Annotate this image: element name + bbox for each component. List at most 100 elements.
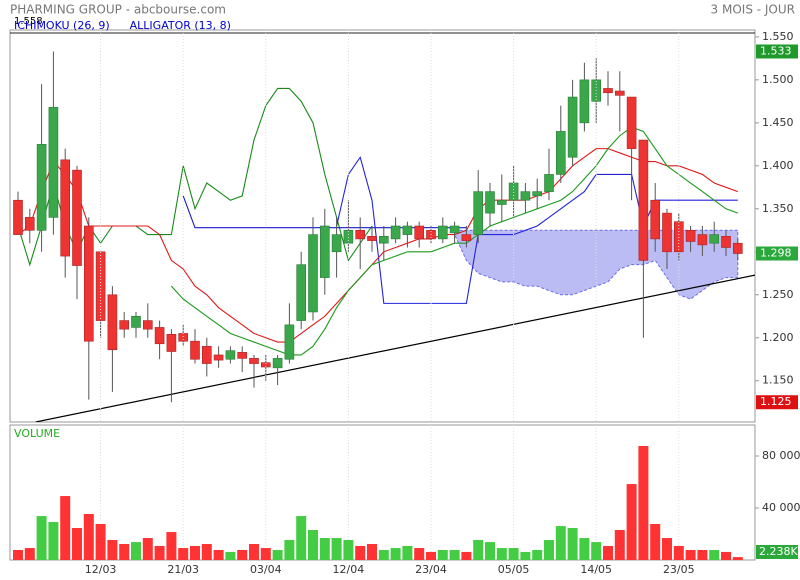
volume-bar (48, 522, 59, 560)
volume-bar (673, 545, 684, 560)
indicator-line (336, 155, 738, 304)
volume-bar (732, 557, 743, 560)
candle-body (603, 88, 613, 94)
volume-bar (355, 545, 366, 560)
volume-bar (662, 538, 672, 560)
y-tick-label: 1.200 (762, 331, 794, 344)
volume-bar (60, 496, 71, 560)
volume-bar (237, 549, 248, 560)
candle-body (437, 225, 448, 240)
candle-body (449, 225, 460, 234)
volume-bar (520, 551, 531, 560)
volume-bar (390, 548, 401, 560)
volume-bar (213, 549, 224, 560)
volume-bar (579, 538, 590, 560)
candle-body (662, 212, 672, 253)
candle-body (178, 333, 188, 342)
volume-bar (95, 523, 106, 560)
volume-bar (178, 548, 189, 560)
candle-body (709, 234, 720, 244)
x-tick-label: 23/04 (415, 563, 447, 576)
x-tick-label: 05/05 (498, 563, 530, 576)
volume-bar (414, 548, 425, 560)
y-tick-label: 1.550 (762, 30, 794, 43)
volume-bar (378, 549, 389, 560)
price-marker-label: 1.298 (760, 247, 792, 260)
volume-bar (24, 548, 35, 560)
volume-bar (532, 549, 543, 560)
candle-body (473, 191, 484, 235)
volume-bar (72, 528, 82, 560)
candle-body (402, 225, 413, 235)
candle-body (378, 236, 389, 244)
volume-bar (650, 523, 661, 560)
x-tick-label: 21/03 (167, 563, 199, 576)
y-tick-label: 1.500 (762, 73, 794, 86)
candle-body (485, 191, 495, 214)
y-tick-label: 80 000 (762, 449, 800, 462)
candle-body (166, 334, 177, 352)
candle-body (319, 225, 330, 278)
candle-body (532, 191, 543, 197)
volume-bar (154, 545, 165, 560)
candle-body (626, 96, 637, 149)
volume-bar (166, 532, 177, 560)
candle-body (461, 234, 472, 241)
candle-body (650, 199, 661, 240)
candle-body (131, 315, 141, 328)
volume-bar (260, 548, 271, 560)
y-tick-label: 1.250 (762, 288, 794, 301)
volume-bar (614, 529, 625, 560)
volume-bar (13, 549, 23, 560)
volume-bar (461, 551, 472, 560)
volume-bar (496, 548, 507, 560)
volume-bar (343, 539, 354, 560)
y-tick-label: 1.350 (762, 202, 794, 215)
candle-body (119, 320, 129, 330)
candle-body (24, 217, 35, 231)
candle-body (508, 182, 519, 201)
volume-bar (591, 542, 602, 560)
candle-body (143, 320, 153, 330)
volume-bar (142, 538, 153, 560)
candle-body (685, 229, 696, 242)
trend-line (35, 274, 755, 422)
candle-body (13, 199, 23, 235)
y-tick-label: 1.450 (762, 116, 794, 129)
candle-body (84, 225, 94, 342)
candle-body (213, 354, 224, 361)
candle-body (367, 236, 377, 241)
candle-body (496, 199, 507, 205)
candle-body (272, 358, 283, 369)
candle-body (721, 236, 731, 248)
x-tick-label: 12/04 (333, 563, 365, 576)
volume-bar (685, 549, 696, 560)
chart-subtitle: 3 MOIS - JOUR (711, 3, 795, 17)
volume-bar (367, 544, 377, 560)
volume-bar (402, 545, 413, 560)
candle-body (390, 225, 401, 240)
price-marker (756, 246, 798, 261)
candle-body (154, 327, 165, 345)
y-tick-label: 1.400 (762, 159, 794, 172)
price-panel (9, 29, 756, 423)
volume-bar (638, 445, 649, 560)
candle-body (107, 294, 118, 351)
volume-bar (201, 544, 212, 560)
price-marker-label: 1.125 (760, 395, 792, 408)
volume-bar (544, 539, 554, 560)
price-marker (756, 44, 798, 59)
candle-body (343, 229, 354, 244)
candle-body (308, 234, 318, 313)
y-tick-label: 40 000 (762, 501, 800, 514)
volume-marker (756, 545, 798, 559)
candle-body (520, 191, 531, 201)
candle-body (414, 225, 425, 240)
volume-marker-label: 2.238K (759, 545, 798, 558)
volume-bar (473, 539, 484, 560)
volume-bar (508, 548, 519, 560)
candle-body (237, 352, 247, 359)
candle-body (190, 340, 200, 360)
